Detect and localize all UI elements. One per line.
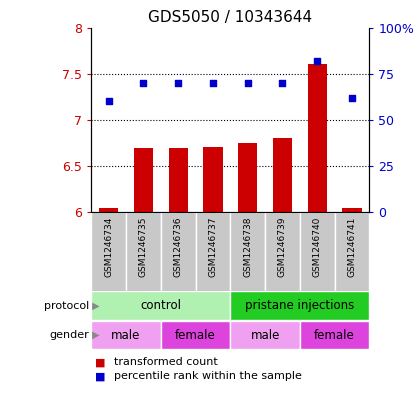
Title: GDS5050 / 10343644: GDS5050 / 10343644 (148, 10, 312, 25)
Bar (195, 212, 230, 291)
Text: protocol: protocol (44, 301, 89, 310)
Point (140, 80, 147, 86)
Text: ▶: ▶ (89, 330, 100, 340)
Bar (91, 212, 126, 291)
Point (244, 80, 251, 86)
Text: male: male (111, 329, 141, 342)
Bar (161, 212, 195, 291)
Bar (308, 64, 327, 212)
Text: GSM1246739: GSM1246739 (278, 216, 287, 277)
Bar (91, 321, 161, 349)
Point (349, 95, 355, 101)
Text: female: female (175, 329, 216, 342)
Text: ▶: ▶ (89, 301, 100, 310)
Point (175, 80, 181, 86)
Point (210, 80, 216, 86)
Text: GSM1246736: GSM1246736 (174, 216, 183, 277)
Bar (230, 321, 300, 349)
Bar (99, 208, 118, 212)
Text: GSM1246741: GSM1246741 (347, 216, 356, 277)
Bar (126, 212, 161, 291)
Text: pristane injections: pristane injections (245, 299, 354, 312)
Text: GSM1246738: GSM1246738 (243, 216, 252, 277)
Bar (300, 212, 334, 291)
Point (105, 98, 112, 105)
Bar (334, 212, 369, 291)
Bar (238, 143, 257, 212)
Bar (230, 292, 369, 320)
Text: female: female (314, 329, 355, 342)
Text: transformed count: transformed count (114, 357, 218, 367)
Bar (134, 147, 153, 212)
Text: control: control (140, 299, 181, 312)
Bar (203, 147, 222, 212)
Text: ■: ■ (95, 371, 106, 381)
Text: ■: ■ (95, 357, 106, 367)
Bar (273, 138, 292, 212)
Text: GSM1246734: GSM1246734 (104, 216, 113, 277)
Text: GSM1246737: GSM1246737 (208, 216, 217, 277)
Bar (161, 321, 230, 349)
Bar (300, 321, 369, 349)
Text: percentile rank within the sample: percentile rank within the sample (114, 371, 302, 381)
Bar (230, 212, 265, 291)
Point (314, 58, 320, 64)
Bar (342, 208, 361, 212)
Bar (168, 147, 188, 212)
Text: male: male (250, 329, 280, 342)
Text: GSM1246735: GSM1246735 (139, 216, 148, 277)
Point (279, 80, 286, 86)
Bar (91, 292, 230, 320)
Text: GSM1246740: GSM1246740 (313, 216, 322, 277)
Bar (265, 212, 300, 291)
Text: gender: gender (49, 330, 89, 340)
